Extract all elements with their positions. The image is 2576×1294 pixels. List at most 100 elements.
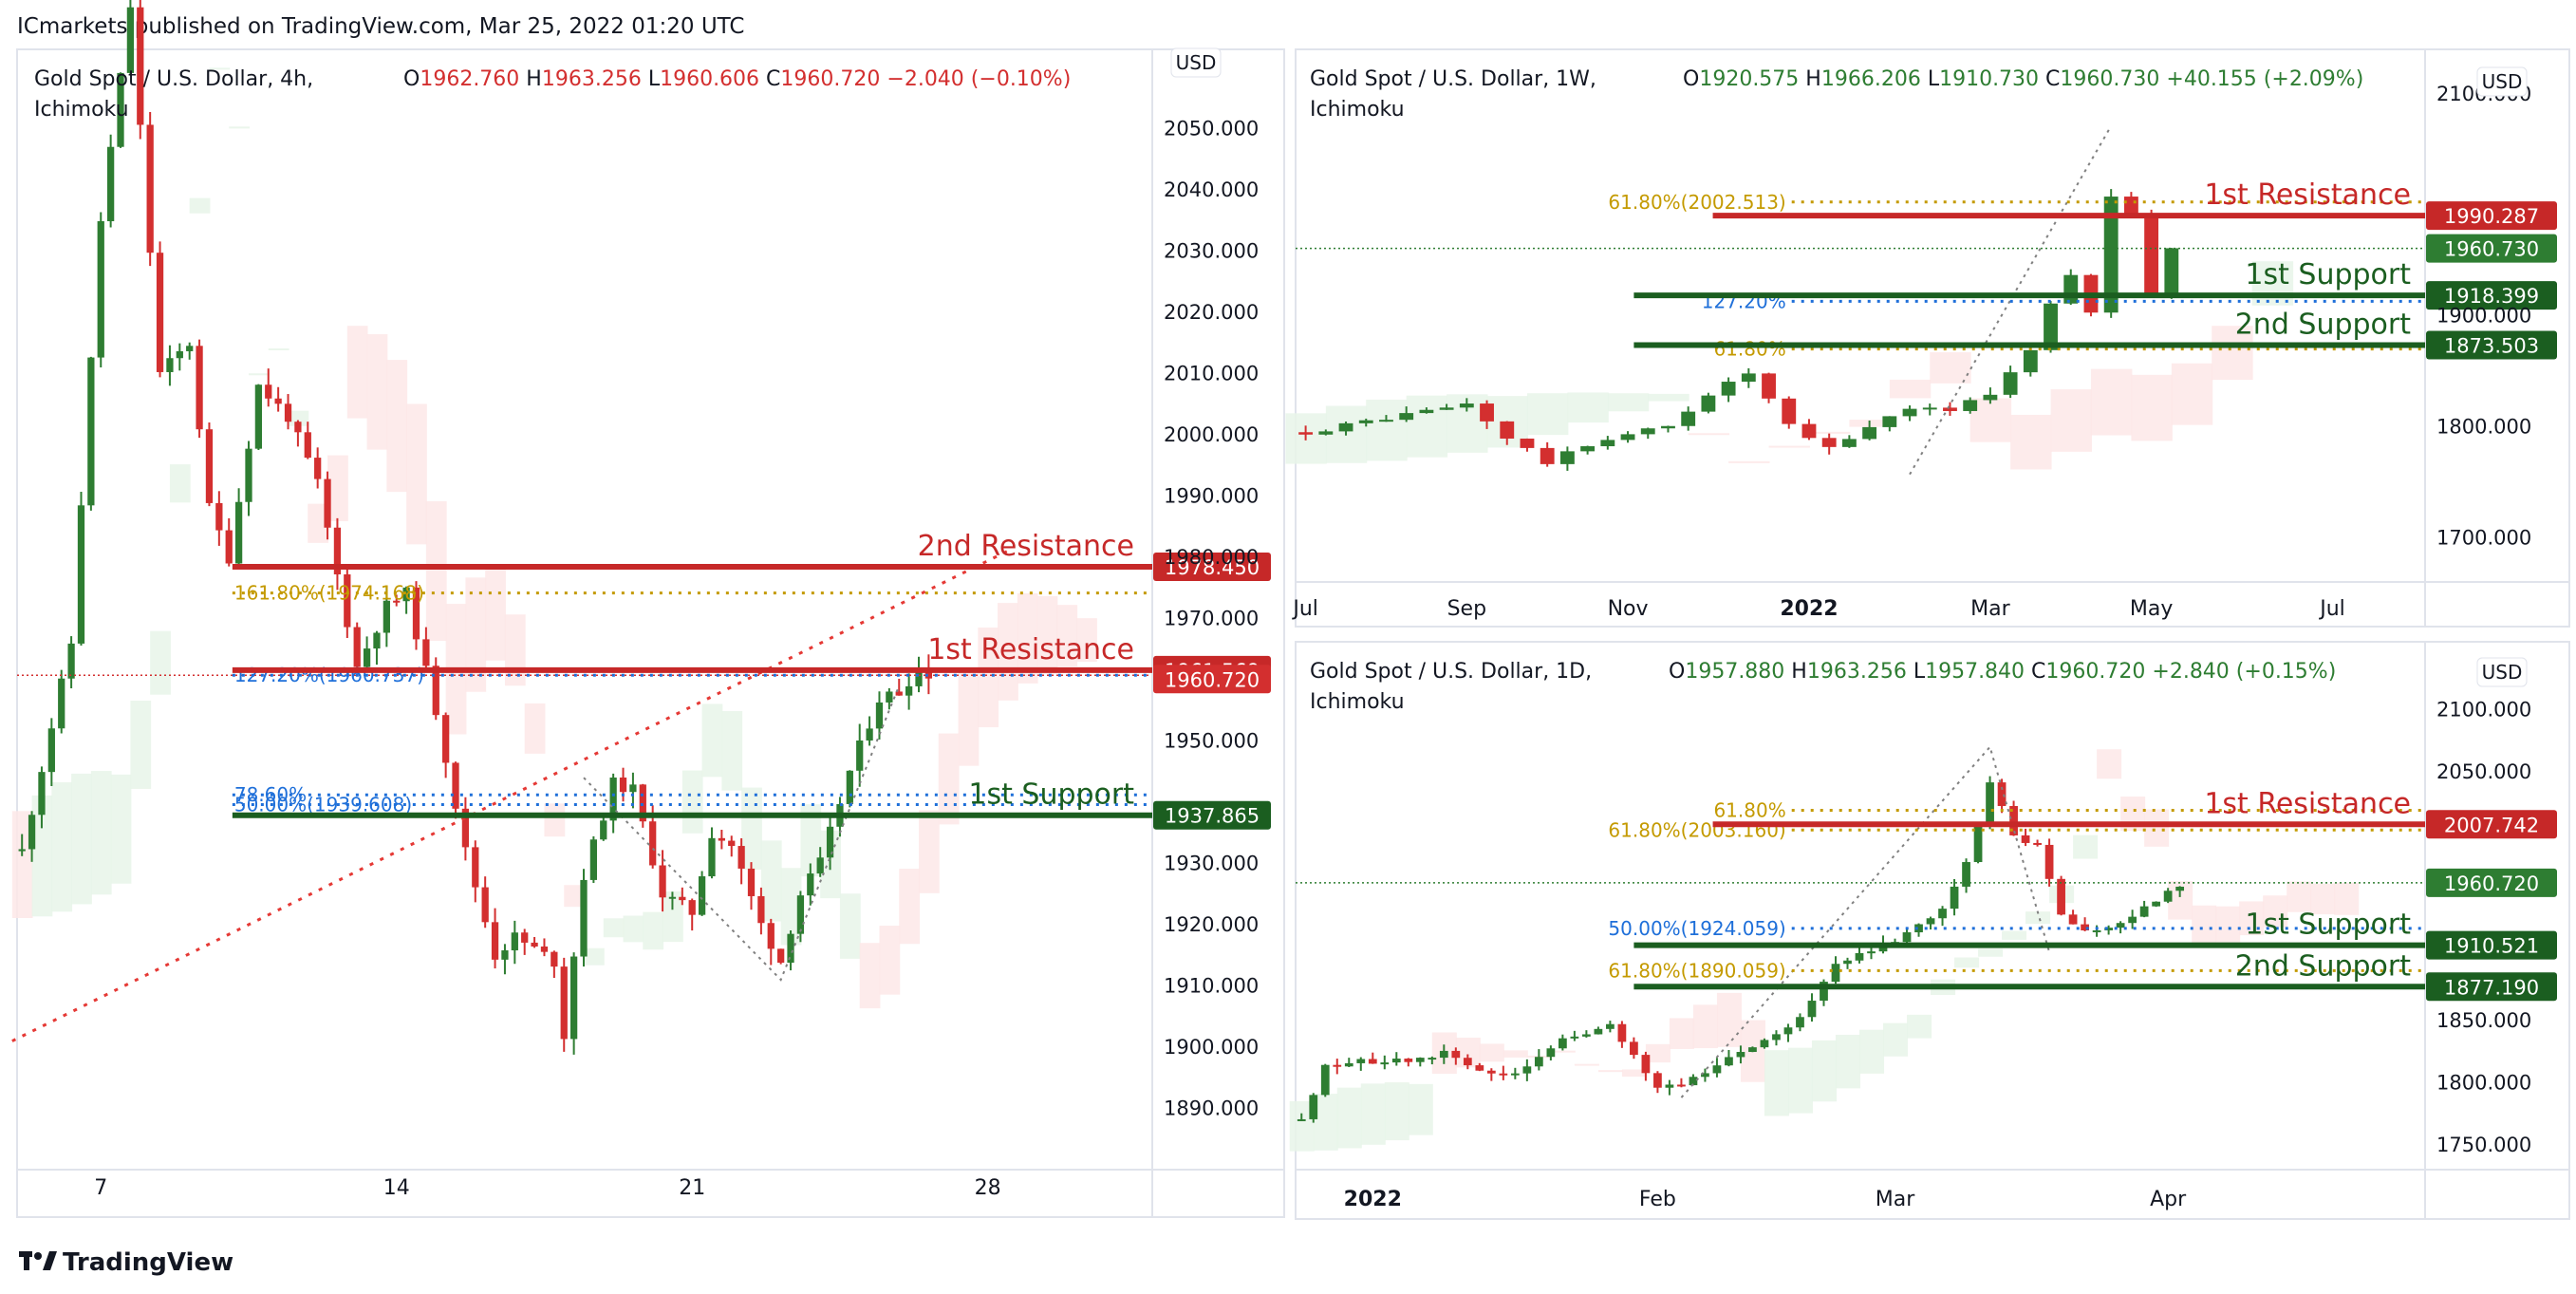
- candle[interactable]: [1399, 406, 1414, 422]
- candle[interactable]: [1580, 445, 1596, 455]
- candle[interactable]: [1617, 1021, 1627, 1048]
- panel-1w[interactable]: 61.80%(2002.513)127.20%61.80%1st Resista…: [1285, 48, 2570, 628]
- candle[interactable]: [1902, 405, 1917, 422]
- candle[interactable]: [1653, 1071, 1662, 1094]
- candle[interactable]: [2033, 839, 2042, 847]
- candle[interactable]: [589, 835, 598, 884]
- candle[interactable]: [2003, 366, 2018, 399]
- candle[interactable]: [28, 811, 36, 862]
- candle[interactable]: [1594, 1026, 1603, 1035]
- candle[interactable]: [668, 891, 677, 910]
- candle[interactable]: [1665, 1079, 1674, 1096]
- candle[interactable]: [324, 471, 331, 540]
- candle[interactable]: [708, 827, 716, 879]
- candle[interactable]: [393, 594, 401, 607]
- candle[interactable]: [2128, 910, 2137, 929]
- candle[interactable]: [18, 834, 26, 856]
- candle[interactable]: [2068, 910, 2078, 925]
- candle[interactable]: [1973, 823, 1983, 864]
- candle[interactable]: [2044, 838, 2054, 887]
- candle[interactable]: [432, 657, 439, 721]
- candle[interactable]: [1641, 1051, 1651, 1081]
- candle[interactable]: [2021, 828, 2030, 847]
- candle[interactable]: [363, 636, 371, 671]
- candle[interactable]: [1943, 402, 1957, 416]
- candle[interactable]: [294, 420, 302, 447]
- candle[interactable]: [1499, 1065, 1508, 1080]
- candle[interactable]: [856, 723, 864, 787]
- candle[interactable]: [895, 678, 903, 696]
- candle[interactable]: [353, 622, 361, 672]
- candle[interactable]: [1534, 1049, 1543, 1071]
- candle[interactable]: [2104, 925, 2113, 935]
- candle[interactable]: [2144, 209, 2159, 296]
- candle[interactable]: [1520, 438, 1535, 452]
- candle[interactable]: [67, 636, 75, 689]
- candle[interactable]: [1796, 1013, 1804, 1032]
- candle[interactable]: [757, 887, 765, 935]
- candle[interactable]: [1640, 427, 1655, 440]
- candle[interactable]: [137, 0, 144, 140]
- candle[interactable]: [1380, 1055, 1390, 1070]
- candle[interactable]: [234, 488, 243, 570]
- candle[interactable]: [747, 862, 756, 910]
- candle[interactable]: [1600, 436, 1615, 450]
- candle[interactable]: [1677, 1078, 1686, 1088]
- candle[interactable]: [2164, 248, 2179, 299]
- candle[interactable]: [1415, 1057, 1425, 1067]
- candle[interactable]: [1391, 1052, 1401, 1066]
- candle[interactable]: [688, 898, 696, 931]
- candle[interactable]: [1782, 396, 1797, 429]
- candle[interactable]: [915, 656, 923, 693]
- candle[interactable]: [1701, 392, 1716, 414]
- candle[interactable]: [1475, 1062, 1484, 1072]
- candle[interactable]: [196, 339, 203, 439]
- candle[interactable]: [511, 920, 518, 965]
- candle[interactable]: [422, 627, 430, 672]
- candle[interactable]: [1772, 1030, 1781, 1046]
- candle[interactable]: [1404, 1058, 1413, 1067]
- currency-button[interactable]: USD: [2476, 657, 2528, 687]
- candle[interactable]: [1741, 367, 1756, 388]
- candle[interactable]: [1298, 425, 1314, 441]
- candle[interactable]: [2139, 900, 2149, 918]
- candle[interactable]: [1862, 420, 1877, 441]
- candle[interactable]: [540, 938, 549, 957]
- candle[interactable]: [245, 441, 252, 516]
- candle[interactable]: [274, 386, 282, 412]
- candle[interactable]: [1721, 377, 1736, 403]
- candle[interactable]: [2023, 346, 2038, 377]
- candle[interactable]: [1297, 1113, 1306, 1121]
- candle[interactable]: [580, 869, 588, 967]
- candle[interactable]: [58, 669, 65, 734]
- candle[interactable]: [1843, 957, 1852, 969]
- candle[interactable]: [1500, 421, 1515, 445]
- candle[interactable]: [373, 630, 381, 666]
- candle[interactable]: [1689, 1074, 1698, 1086]
- candle[interactable]: [1922, 403, 1937, 416]
- candle[interactable]: [816, 847, 824, 877]
- candle[interactable]: [698, 871, 706, 916]
- candle[interactable]: [659, 850, 666, 912]
- candle[interactable]: [215, 491, 223, 546]
- candle[interactable]: [1338, 421, 1353, 436]
- candle[interactable]: [77, 492, 85, 646]
- candle[interactable]: [1620, 431, 1635, 443]
- candle[interactable]: [1914, 923, 1923, 937]
- candle[interactable]: [1358, 418, 1373, 427]
- candle[interactable]: [866, 716, 873, 746]
- candle[interactable]: [1841, 435, 1857, 448]
- candle[interactable]: [186, 342, 194, 360]
- candle[interactable]: [176, 343, 183, 371]
- candle[interactable]: [569, 952, 578, 1055]
- candle[interactable]: [1701, 1068, 1709, 1082]
- candle[interactable]: [521, 928, 529, 955]
- candle[interactable]: [1439, 403, 1454, 410]
- candle[interactable]: [1748, 1046, 1757, 1053]
- candle[interactable]: [2163, 888, 2173, 904]
- candle[interactable]: [1736, 1045, 1745, 1064]
- candle[interactable]: [107, 134, 115, 228]
- candle[interactable]: [501, 944, 509, 975]
- candle[interactable]: [344, 568, 351, 639]
- tradingview-brand[interactable]: TradingView: [19, 1248, 233, 1277]
